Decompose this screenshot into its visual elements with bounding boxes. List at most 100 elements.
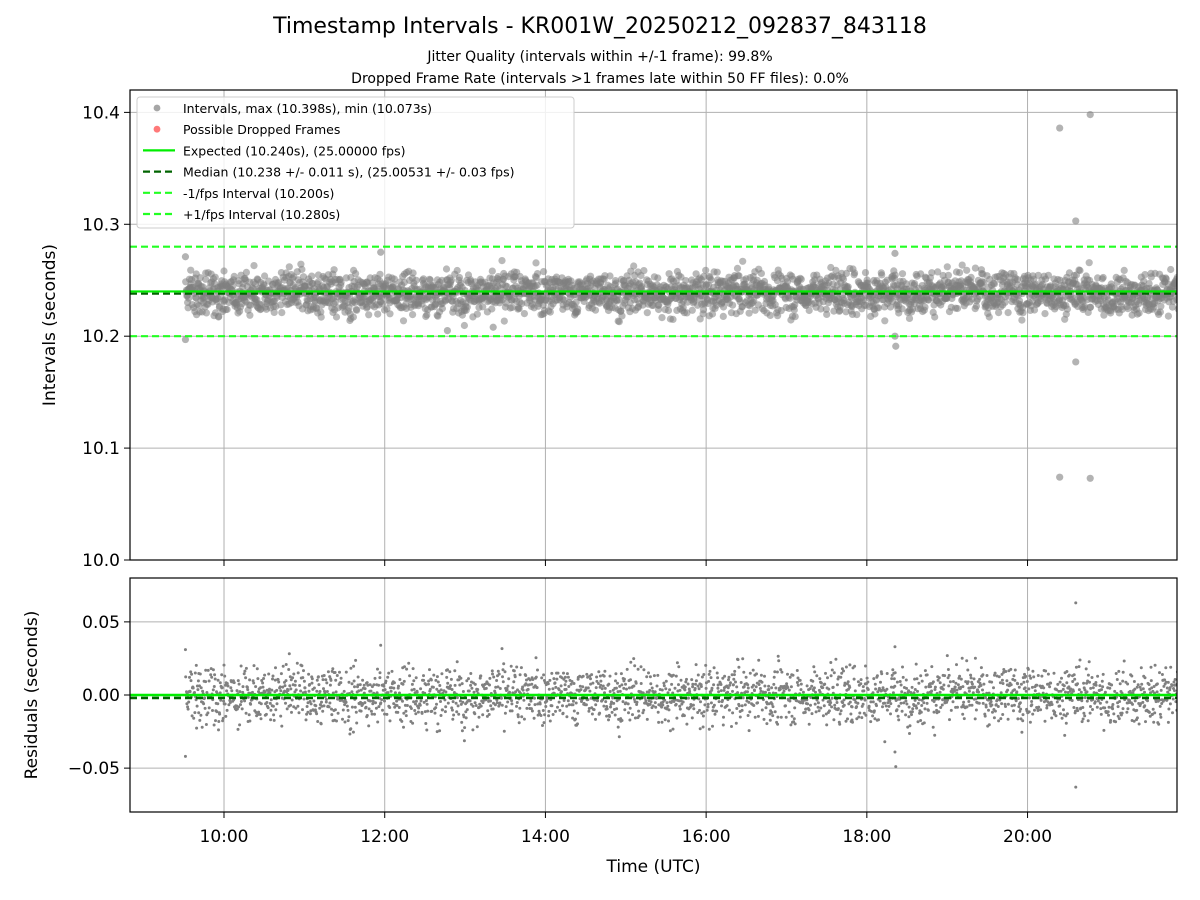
residual-point	[393, 691, 397, 695]
residual-point	[374, 701, 377, 705]
residual-point	[204, 723, 208, 726]
residual-point	[974, 708, 978, 712]
residual-point	[1054, 714, 1058, 718]
residual-point	[419, 687, 423, 691]
residual-point	[798, 678, 802, 682]
residual-point	[565, 672, 569, 676]
residual-point	[793, 722, 797, 726]
residual-point	[809, 703, 812, 707]
residual-point	[292, 672, 296, 676]
interval-point	[1167, 265, 1175, 274]
residual-point	[859, 682, 863, 686]
residual-point	[665, 701, 669, 705]
residual-point	[397, 706, 401, 709]
residual-point	[624, 682, 627, 686]
residual-point	[516, 688, 519, 692]
interval-point	[669, 315, 677, 323]
residual-point	[207, 706, 211, 710]
residual-point	[871, 714, 875, 718]
residual-point	[726, 690, 730, 694]
residual-point	[987, 708, 990, 712]
residual-point	[603, 691, 606, 695]
residual-point	[916, 701, 920, 705]
residual-point	[731, 689, 734, 693]
interval-point	[278, 309, 286, 317]
residual-point	[723, 674, 727, 678]
residual-point	[879, 680, 882, 684]
residual-point	[369, 709, 373, 713]
residual-point	[435, 702, 438, 706]
residual-point	[1085, 699, 1089, 703]
interval-point	[606, 272, 614, 280]
interval-point	[851, 269, 859, 277]
residual-point	[476, 688, 480, 691]
interval-point	[1107, 309, 1115, 317]
residual-point	[488, 683, 491, 687]
residual-point	[830, 668, 834, 672]
residual-point	[968, 703, 972, 707]
residual-point	[431, 685, 435, 689]
residual-point	[996, 705, 1000, 708]
residual-point	[711, 724, 714, 728]
residual-point	[225, 689, 229, 693]
residual-point	[796, 676, 800, 680]
residual-point	[1038, 696, 1042, 700]
residual-point	[1083, 688, 1087, 692]
residual-point	[371, 699, 375, 703]
residual-point	[1077, 688, 1081, 692]
residual-point	[885, 687, 889, 691]
residual-point	[505, 688, 509, 692]
residual-point	[444, 705, 448, 709]
residual-point	[973, 717, 977, 721]
residual-point	[612, 701, 616, 705]
interval-point	[546, 308, 554, 316]
residual-point	[463, 726, 467, 730]
residual-point	[450, 688, 454, 691]
residual-point	[512, 680, 516, 684]
residual-point	[438, 684, 442, 687]
interval-point	[574, 305, 582, 313]
residual-point	[454, 701, 458, 705]
residual-point	[246, 695, 250, 699]
residual-point	[446, 701, 450, 705]
interval-point	[944, 271, 953, 279]
residual-point	[1012, 674, 1016, 678]
residual-point	[403, 665, 406, 669]
residual-point	[1044, 669, 1048, 673]
residual-point	[291, 676, 295, 680]
residual-point	[1081, 706, 1085, 709]
residual-point	[285, 707, 289, 711]
residual-point	[734, 680, 737, 684]
interval-outlier-point	[377, 248, 385, 256]
residual-point	[961, 685, 965, 689]
residual-point	[199, 686, 203, 690]
residual-point	[706, 702, 710, 706]
residual-point	[759, 673, 763, 677]
residual-point	[320, 700, 323, 704]
residual-point	[310, 681, 314, 685]
residual-point	[513, 675, 517, 679]
residual-point	[1072, 673, 1076, 677]
residual-point	[856, 701, 860, 705]
residual-point	[434, 678, 438, 682]
residual-point	[727, 675, 731, 679]
residual-point	[388, 719, 392, 723]
residual-point	[1021, 713, 1025, 717]
residual-point	[936, 678, 940, 682]
residual-point	[299, 689, 303, 693]
residual-point	[668, 688, 672, 692]
residual-point	[1004, 670, 1008, 673]
residual-point	[632, 697, 636, 701]
residual-point	[978, 677, 982, 681]
residual-point	[356, 683, 360, 687]
interval-point	[786, 294, 794, 302]
residual-point	[904, 713, 908, 717]
residual-point	[629, 678, 632, 682]
residual-point	[923, 669, 927, 673]
residual-point	[277, 680, 281, 684]
residual-point	[1086, 719, 1090, 723]
residual-point	[419, 699, 423, 703]
residual-point	[579, 688, 583, 692]
residual-point	[956, 683, 960, 687]
residual-point	[900, 709, 904, 713]
